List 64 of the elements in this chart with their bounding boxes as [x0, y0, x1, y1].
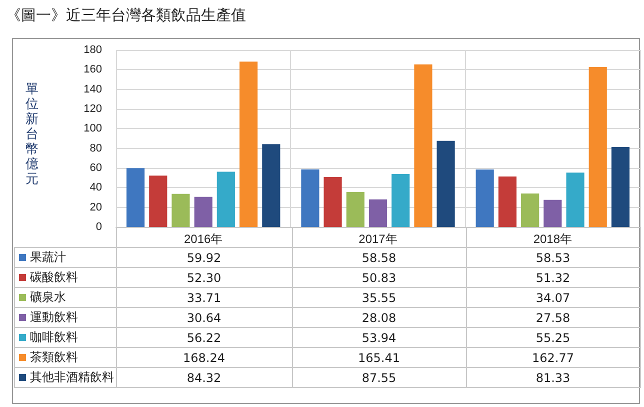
bar [476, 169, 494, 227]
y-tick-label: 0 [96, 221, 102, 233]
data-label: 58.53 [466, 248, 640, 268]
data-label: 33.71 [116, 288, 292, 308]
data-label: 51.32 [466, 268, 640, 288]
bar [414, 64, 432, 227]
bar [194, 196, 212, 227]
data-label: 162.77 [466, 348, 640, 368]
data-label: 58.58 [292, 248, 466, 268]
y-tick-label: 140 [84, 83, 102, 96]
data-label: 84.32 [116, 368, 292, 388]
bar [544, 200, 562, 227]
bar [392, 174, 410, 227]
y-tick-label: 60 [90, 162, 102, 174]
y-tick-label: 160 [84, 64, 102, 76]
legend-label: 其他非酒精飲料 [30, 370, 114, 384]
legend-label: 咖啡飲料 [30, 330, 78, 344]
bar [240, 62, 258, 227]
data-label: 28.08 [292, 308, 466, 328]
data-label: 168.24 [116, 348, 292, 368]
bar [301, 169, 320, 227]
bar [172, 194, 190, 227]
y-tick-label: 40 [90, 182, 102, 194]
data-label: 35.55 [292, 288, 466, 308]
bar [216, 172, 235, 227]
bar [126, 168, 145, 227]
bar [566, 172, 584, 227]
legend-label: 礦泉水 [30, 290, 66, 304]
data-label: 56.22 [116, 328, 292, 348]
y-tick-label: 100 [84, 122, 102, 135]
legend-label: 運動飲料 [30, 310, 78, 324]
y-tick-label: 120 [84, 103, 102, 115]
chart-title: 《圖一》近三年台灣各類飲品生產值 [6, 6, 246, 25]
x-tick-label: 2018年 [533, 232, 572, 246]
data-label: 87.55 [292, 368, 466, 388]
bar [368, 199, 388, 227]
bar [611, 147, 630, 227]
y-tick-label: 80 [90, 142, 102, 154]
bar [324, 177, 342, 227]
data-label: 30.64 [116, 308, 292, 328]
data-label: 81.33 [466, 368, 640, 388]
legend-label: 茶類飲料 [30, 350, 78, 364]
data-label: 165.41 [292, 348, 466, 368]
x-tick-label: 2017年 [358, 232, 398, 246]
bar [149, 176, 168, 227]
bar [436, 140, 455, 227]
data-label: 34.07 [466, 288, 640, 308]
data-label: 52.30 [116, 268, 292, 288]
bar [498, 176, 516, 227]
bar [588, 66, 607, 227]
bar [262, 144, 280, 227]
x-tick-label: 2016年 [184, 232, 223, 246]
y-axis-title: 單位新台幣億元 [24, 82, 40, 187]
data-label: 50.83 [292, 268, 466, 288]
data-label: 59.92 [116, 248, 292, 268]
legend-label: 果蔬汁 [30, 250, 66, 264]
y-tick-label: 180 [84, 44, 102, 56]
data-label: 53.94 [292, 328, 466, 348]
data-label: 55.25 [466, 328, 640, 348]
bar [346, 192, 364, 227]
y-tick-label: 20 [90, 201, 102, 214]
legend-label: 碳酸飲料 [30, 270, 78, 284]
bar [521, 194, 540, 227]
data-label: 27.58 [466, 308, 640, 328]
